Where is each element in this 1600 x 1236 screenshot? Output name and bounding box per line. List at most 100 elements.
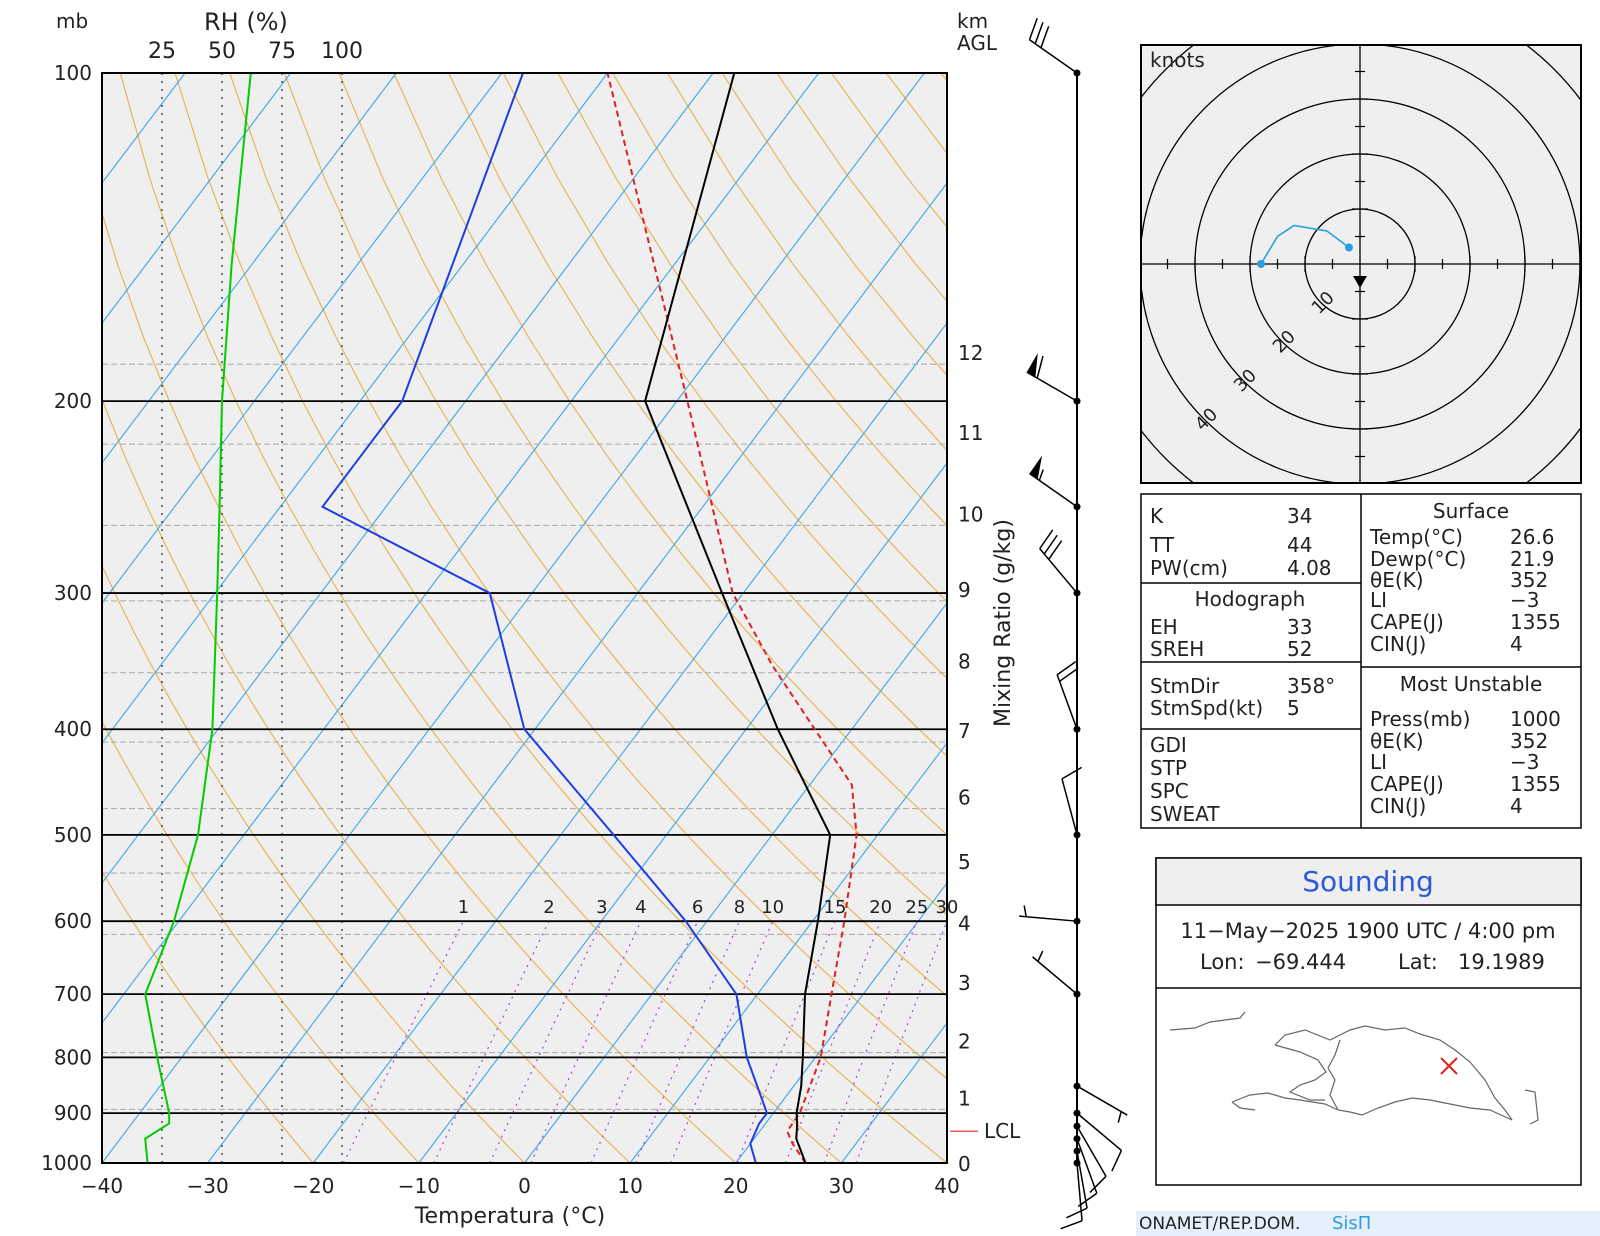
isotherm [102,73,292,324]
hodograph-units: knots [1150,48,1205,72]
stmdir-label: StmDir [1150,674,1220,698]
temperature-tick-label: 10 [617,1174,642,1198]
height-tick-label: 10 [958,502,983,526]
mu-cin-label: CIN(J) [1370,794,1426,818]
isotherm [629,742,947,1163]
wind-barb-staff [1032,956,1078,995]
mixing-ratio-label: 15 [824,897,847,918]
dry-adiabat [612,73,947,527]
temperature-tick-label: −10 [398,1174,440,1198]
tt-label: TT [1149,533,1175,557]
sfc-theta-value: 352 [1510,568,1548,592]
wind-barb-staff [1026,371,1078,402]
mu-cin-value: 4 [1510,794,1523,818]
pressure-tick-label: 200 [54,389,92,413]
height-tick-label: 5 [958,850,971,874]
mixing-ratio-line [670,920,774,1163]
wind-barb [1061,766,1083,839]
mu-theta-label: θE(K) [1370,729,1424,753]
k-label: K [1150,504,1164,528]
wind-barb-staff [1061,778,1078,836]
pressure-tick-label: 300 [54,581,92,605]
mu-cape-value: 1355 [1510,772,1561,796]
isotherm [207,182,947,1163]
height-ref-label: AGL [957,31,998,55]
rh-tick-label: 50 [208,39,236,64]
surface-header: Surface [1433,499,1509,523]
wind-barb [1029,455,1081,511]
footer-bar [1136,1211,1600,1236]
rh-tick-label: 25 [148,39,176,64]
height-tick-label: 11 [958,421,983,445]
height-tick-label: 12 [958,341,983,365]
isotherm [102,73,503,604]
wind-barb [1060,1159,1083,1230]
mixing-ratio-axis-title: Mixing Ratio (g/kg) [991,519,1016,727]
tt-value: 44 [1287,533,1312,557]
height-unit-label: km [957,9,988,33]
wind-barb-full [1060,1220,1083,1230]
pressure-tick-label: 100 [54,61,92,85]
wind-barb [1066,1147,1088,1219]
wind-barb-full [1089,1175,1107,1194]
temperature-tick-label: −30 [187,1174,229,1198]
temperature-trace [644,73,832,1163]
wind-barb-half [1038,469,1044,481]
wind-barb-staff [1076,1138,1098,1194]
wind-barb-flag [1026,353,1038,378]
sfc-cin-label: CIN(J) [1370,632,1426,656]
mixing-ratio-label: 20 [869,897,892,918]
wind-barb-staff [1076,1112,1122,1151]
mu-header: Most Unstable [1400,672,1543,696]
sfc-temp-value: 26.6 [1510,525,1555,549]
mixing-ratio-line [634,920,740,1163]
height-tick-label: 8 [958,650,971,674]
pressure-tick-label: 1000 [41,1151,92,1175]
lat-label: Lat: [1398,950,1438,974]
temperature-tick-label: 40 [934,1174,959,1198]
wind-barb [1073,1082,1128,1123]
dry-adiabat [502,73,947,680]
temperature-tick-label: 30 [829,1174,854,1198]
sounding-datetime: 11−May−2025 1900 UTC / 4:00 pm [1180,919,1555,943]
sounding-info-box: Sounding 11−May−2025 1900 UTC / 4:00 pm … [1155,857,1582,1186]
mixing-ratio-label: 6 [692,897,703,918]
pressure-tick-label: 700 [54,982,92,1006]
storm-motion-marker [1353,276,1367,288]
wind-barb-staff [1056,674,1078,730]
height-tick-label: 0 [958,1152,971,1176]
dry-adiabat [338,73,947,916]
sreh-label: SREH [1150,637,1204,661]
height-tick-label: 9 [958,578,971,602]
isotherm [102,73,925,1163]
sfc-temp-label: Temp(°C) [1369,525,1463,549]
hodograph-header: Hodograph [1195,587,1306,611]
lcl-label: LCL [984,1119,1021,1143]
lon-label: Lon: [1200,950,1245,974]
wind-barb-staff [1029,39,1078,74]
isotherm [102,73,820,1024]
dry-adiabat [102,564,525,1163]
sfc-li-value: −3 [1510,588,1539,612]
dry-adiabat [119,73,842,1163]
temperature-tick-label: 0 [518,1174,531,1198]
height-tick-label: 3 [958,971,971,995]
isotherm [312,322,947,1163]
sreh-value: 52 [1287,637,1312,661]
sfc-cape-value: 1355 [1510,610,1561,634]
height-tick-label: 1 [958,1086,971,1110]
isotherm [102,73,608,744]
wind-barb-full [1059,667,1079,682]
mixing-ratio-line [433,920,550,1163]
wind-barb [1073,1135,1098,1207]
x-axis-title: Temperatura (°C) [414,1204,605,1229]
dry-adiabat [102,870,314,1163]
dry-adiabat [102,397,631,1163]
hodograph-trace [1260,224,1350,265]
background-lines [102,73,947,1163]
pw-value: 4.08 [1287,556,1332,580]
wind-barb-half [1037,950,1044,962]
mixing-ratio-label: 30 [935,897,958,918]
sfc-dewp-label: Dewp(°C) [1370,547,1466,571]
